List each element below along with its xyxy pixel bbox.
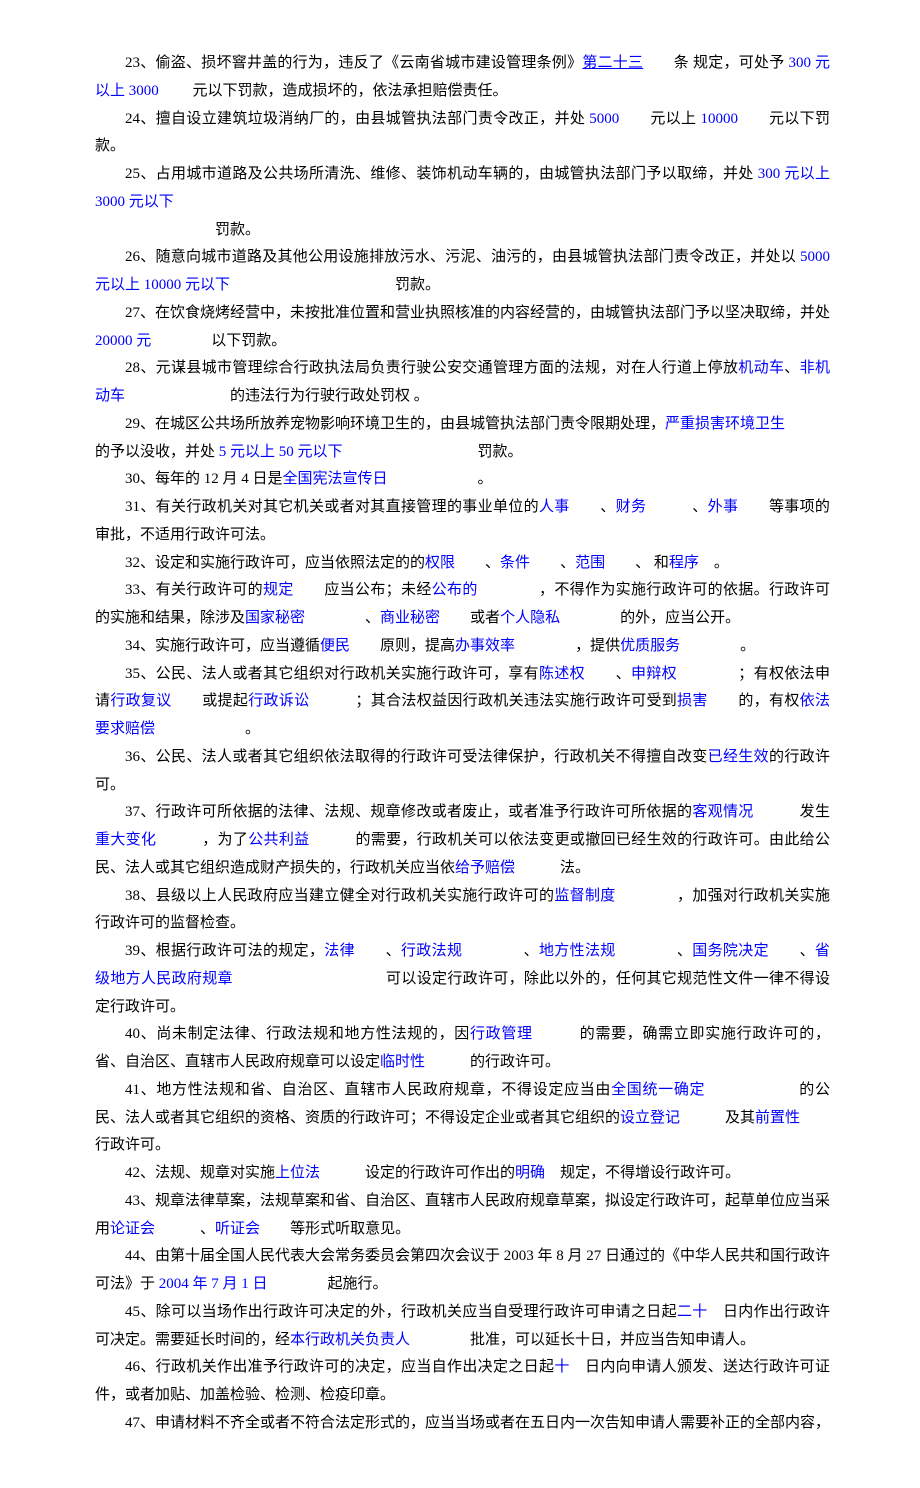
item-31: 31、有关行政机关对其它机关或者对其直接管理的事业单位的人事 、财务 、外事 等…	[95, 494, 830, 550]
answer: 5000	[589, 111, 619, 127]
answer: 国家秘密	[245, 610, 305, 626]
item-38: 38、县级以上人民政府应当建立健全对行政机关实施行政许可的监督制度 ，加强对行政…	[95, 883, 830, 939]
answer: 国务院决定	[692, 943, 769, 959]
answer: 陈述权	[539, 666, 585, 682]
item-33: 33、有关行政许可的规定 应当公布；未经公布的 ，不得作为实施行政许可的依据。行…	[95, 577, 830, 633]
item-27: 27、在饮食烧烤经营中，未按批准位置和营业执照核准的内容经营的，由城管执法部门予…	[95, 300, 830, 356]
item-44: 44、由第十届全国人民代表大会常务委员会第四次会议于 2003 年 8 月 27…	[95, 1243, 830, 1299]
answer: 十	[554, 1359, 569, 1375]
answer: 便民	[320, 638, 350, 654]
item-40: 40、尚未制定法律、行政法规和地方性法规的，因行政管理 的需要，确需立即实施行政…	[95, 1021, 830, 1077]
answer: 20000 元	[95, 333, 151, 349]
answer: 行政诉讼	[248, 693, 309, 709]
item-25-line2: 罚款。	[95, 217, 830, 245]
answer: 前置性	[755, 1110, 800, 1126]
item-39: 39、根据行政许可法的规定，法律 、行政法规 、地方性法规 、国务院决定 、省级…	[95, 938, 830, 1021]
answer: 人事	[539, 499, 570, 515]
answer: 商业秘密	[380, 610, 440, 626]
answer: 10000	[700, 111, 738, 127]
item-37: 37、行政许可所依据的法律、法规、规章修改或者废止，或者准予行政许可所依据的客观…	[95, 799, 830, 882]
answer: 行政复议	[110, 693, 171, 709]
answer: 公布的	[432, 582, 478, 598]
answer: 上位法	[275, 1165, 320, 1181]
item-43: 43、规章法律草案，法规草案和省、自治区、直辖市人民政府规章草案，拟设定行政许可…	[95, 1188, 830, 1244]
answer: 财务	[616, 499, 647, 515]
answer: 个人隐私	[500, 610, 560, 626]
answer: 机动车	[738, 360, 784, 376]
answer: 给予赔偿	[455, 860, 515, 876]
answer: 范围	[575, 555, 605, 571]
answer: 监督制度	[554, 888, 615, 904]
item-32: 32、设定和实施行政许可，应当依照法定的的权限 、条件 、范围 、 和程序 。	[95, 550, 830, 578]
answer: 全国统一确定	[611, 1082, 705, 1098]
answer: 损害	[677, 693, 708, 709]
answer: 行政管理	[470, 1026, 533, 1042]
item-46: 46、行政机关作出准予行政许可的决定，应当自作出决定之日起十 日内向申请人颁发、…	[95, 1354, 830, 1410]
answer: 地方性法规	[539, 943, 616, 959]
answer: 第二十三	[582, 55, 643, 71]
item-41: 41、地方性法规和省、自治区、直辖市人民政府规章，不得设定应当由全国统一确定 的…	[95, 1077, 830, 1160]
answer: 外事	[708, 499, 739, 515]
item-26: 26、随意向城市道路及其他公用设施排放污水、污泥、油污的，由县城管执法部门责令改…	[95, 244, 830, 300]
item-36: 36、公民、法人或者其它组织依法取得的行政许可受法律保护，行政机关不得擅自改变已…	[95, 744, 830, 800]
answer: 公共利益	[248, 832, 309, 848]
answer: 明确	[515, 1165, 545, 1181]
answer: 二十	[677, 1304, 708, 1320]
answer: 设立登记	[620, 1110, 680, 1126]
item-35: 35、公民、法人或者其它组织对行政机关实施行政许可，享有陈述权 、申辩权 ；有权…	[95, 661, 830, 744]
item-23: 23、偷盗、损坏窨井盖的行为，违反了《云南省城市建设管理条例》第二十三 条 规定…	[95, 50, 830, 106]
answer: 5 元以上 50 元以下	[219, 444, 343, 460]
answer: 程序	[669, 555, 699, 571]
item-34: 34、实施行政许可，应当遵循便民 原则，提高办事效率 ，提供优质服务 。	[95, 633, 830, 661]
answer: 办事效率	[455, 638, 515, 654]
answer: 重大变化	[95, 832, 156, 848]
answer: 条件	[500, 555, 530, 571]
answer: 申辩权	[631, 666, 677, 682]
item-28: 28、元谋县城市管理综合行政执法局负责行驶公安交通管理方面的法规，对在人行道上停…	[95, 355, 830, 411]
answer: 听证会	[215, 1221, 260, 1237]
answer: 论证会	[110, 1221, 155, 1237]
item-45: 45、除可以当场作出行政许可决定的外，行政机关应当自受理行政许可申请之日起二十 …	[95, 1299, 830, 1355]
answer: 全国宪法宣传日	[283, 471, 388, 487]
item-42: 42、法规、规章对实施上位法 设定的行政许可作出的明确 规定，不得增设行政许可。	[95, 1160, 830, 1188]
answer: 行政法规	[401, 943, 462, 959]
answer: 优质服务	[620, 638, 680, 654]
answer: 规定	[263, 582, 294, 598]
item-30: 30、每年的 12 月 4 日是全国宪法宣传日 。	[95, 466, 830, 494]
item-29: 29、在城区公共场所放养宠物影响环境卫生的，由县城管执法部门责令限期处理，严重损…	[95, 411, 830, 467]
answer: 本行政机关负责人	[290, 1332, 410, 1348]
item-24: 24、擅自设立建筑垃圾消纳厂的，由县城管执法部门责令改正，并处 5000 元以上…	[95, 106, 830, 162]
answer: 临时性	[380, 1054, 425, 1070]
answer: 2004 年 7 月 1 日	[159, 1276, 268, 1292]
answer: 法律	[324, 943, 355, 959]
answer: 权限	[425, 555, 455, 571]
answer: 客观情况	[692, 804, 753, 820]
answer: 严重损害环境卫生	[665, 416, 785, 432]
item-25: 25、占用城市道路及公共场所清洗、维修、装饰机动车辆的，由城管执法部门予以取缔，…	[95, 161, 830, 217]
answer: 已经生效	[708, 749, 769, 765]
item-47: 47、申请材料不齐全或者不符合法定形式的，应当当场或者在五日内一次告知申请人需要…	[95, 1410, 830, 1438]
